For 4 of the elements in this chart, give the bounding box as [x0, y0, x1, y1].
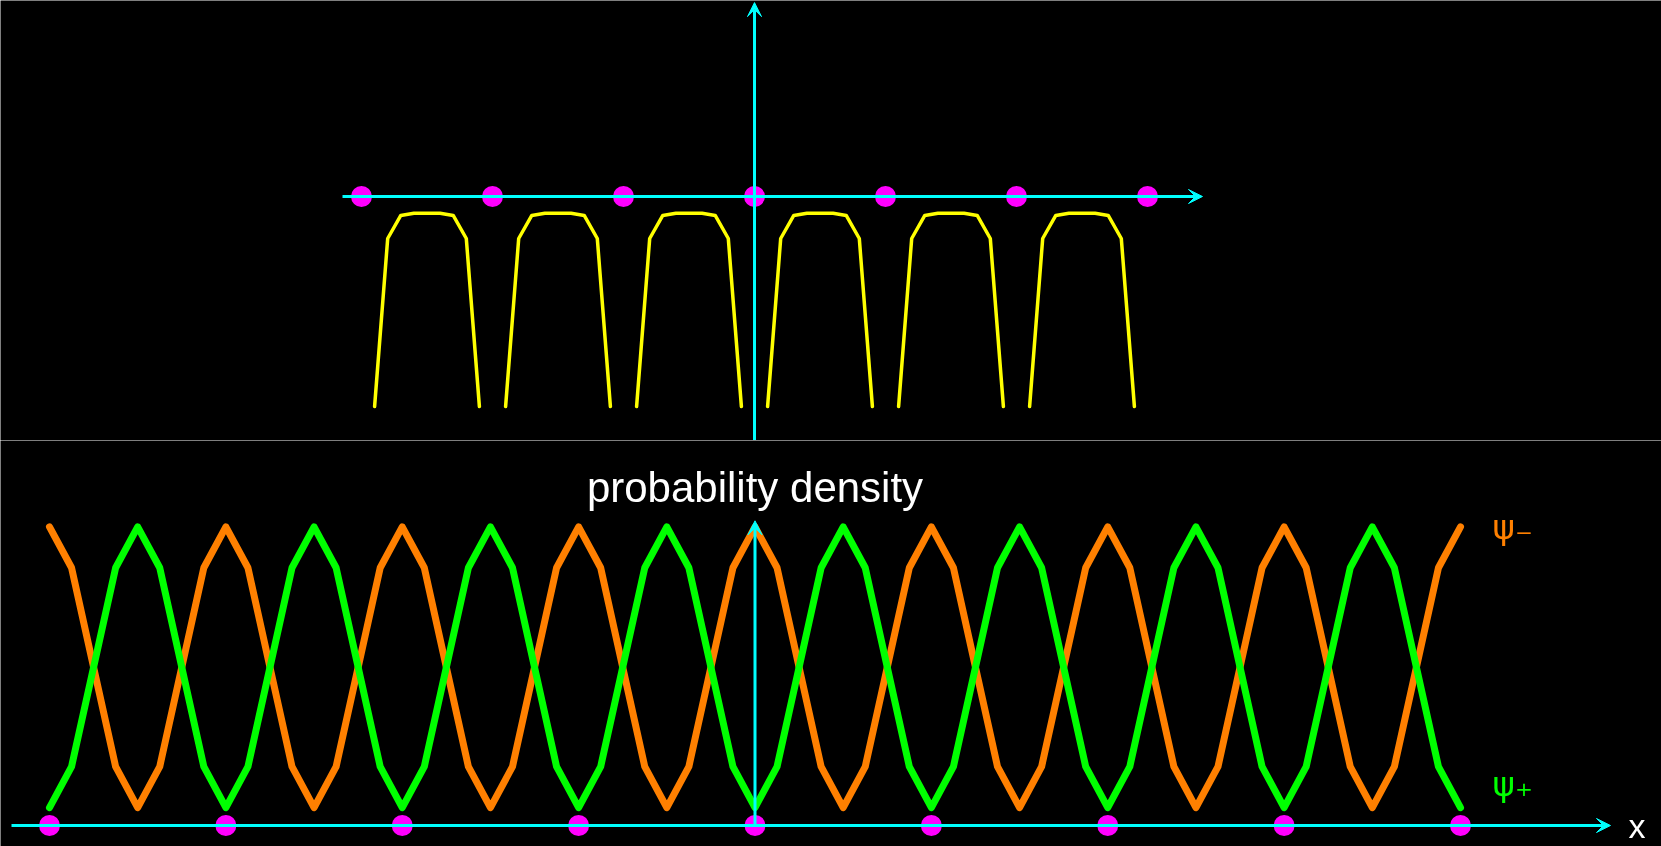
- series-label: ψ₊: [1492, 763, 1533, 804]
- y-axis-title: probability density: [586, 464, 924, 512]
- x-axis-title: x: [1628, 806, 1646, 845]
- series-label: ψ₋: [1492, 506, 1533, 547]
